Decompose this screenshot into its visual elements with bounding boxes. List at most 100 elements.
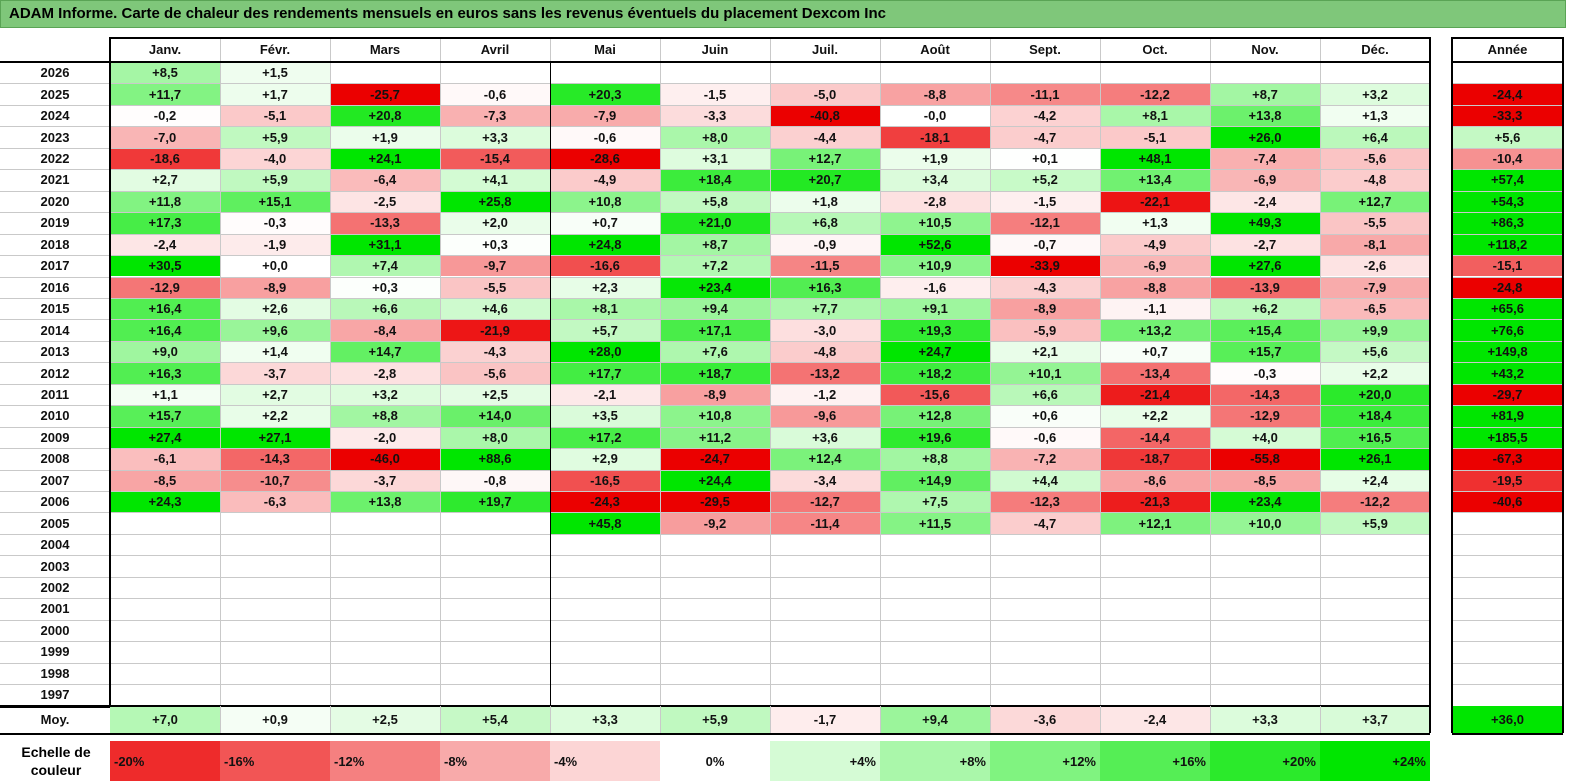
year-label: 2017 — [40, 258, 70, 274]
annual-cell — [1452, 62, 1563, 84]
heatmap-cell: +15,4 — [1210, 319, 1320, 341]
heatmap-cell: +0,0 — [220, 255, 330, 277]
heatmap-cell — [440, 598, 550, 620]
heatmap-cell — [220, 684, 330, 706]
heatmap-cell: -40,8 — [770, 104, 880, 127]
heatmap-cell: +26,1 — [1320, 448, 1430, 470]
heatmap-cell: +18,4 — [1320, 405, 1430, 427]
heatmap-cell — [110, 598, 220, 620]
heatmap-cell: +19,3 — [880, 319, 990, 341]
heatmap-cell: -18,6 — [110, 147, 220, 170]
heatmap-cell — [110, 512, 220, 534]
heatmap-cell — [660, 533, 770, 556]
heatmap-cell: +2,9 — [550, 448, 660, 470]
column-header: Mai — [550, 37, 660, 62]
heatmap-cell: -2,7 — [1210, 233, 1320, 256]
heatmap-cell — [1210, 662, 1320, 685]
heatmap-cell: -13,2 — [770, 362, 880, 384]
heatmap-cell: -7,4 — [1210, 147, 1320, 170]
heatmap-cell: -8,9 — [220, 276, 330, 298]
annual-cell: +76,6 — [1452, 319, 1563, 341]
heatmap-cell: +18,2 — [880, 362, 990, 384]
grid-line — [440, 37, 441, 706]
heatmap-cell: +5,9 — [220, 169, 330, 191]
heatmap-cell: -1,5 — [660, 83, 770, 105]
heatmap-cell — [550, 641, 660, 663]
heatmap-cell: +8,1 — [550, 297, 660, 320]
heatmap-cell: -3,0 — [770, 319, 880, 341]
average-cell: -1,7 — [770, 706, 880, 733]
annual-cell: +86,3 — [1452, 212, 1563, 234]
border-line — [109, 37, 111, 706]
heatmap-cell: +10,1 — [990, 362, 1100, 384]
heatmap-cell — [550, 619, 660, 642]
heatmap-cell: +2,4 — [1320, 469, 1430, 491]
year-label: 2001 — [40, 601, 70, 617]
annual-cell — [1452, 662, 1563, 685]
heatmap-cell — [550, 62, 660, 84]
heatmap-cell: +7,6 — [660, 340, 770, 363]
heatmap-cell: +3,2 — [330, 383, 440, 406]
heatmap-cell: +24,3 — [110, 491, 220, 513]
heatmap-cell: +7,4 — [330, 255, 440, 277]
heatmap-cell: +12,8 — [880, 405, 990, 427]
heatmap-cell — [770, 662, 880, 685]
grid-line — [0, 83, 1430, 84]
heatmap-cell: -0,2 — [110, 104, 220, 127]
heatmap-cell — [660, 619, 770, 642]
heatmap-cell: +16,4 — [110, 297, 220, 320]
heatmap-cell: -13,3 — [330, 212, 440, 234]
heatmap-cell: -5,5 — [1320, 212, 1430, 234]
heatmap-cell: -12,9 — [110, 276, 220, 298]
heatmap-cell: -14,3 — [220, 448, 330, 470]
grid-line — [330, 706, 331, 733]
grid-line — [0, 277, 1430, 278]
year-label: 1998 — [40, 665, 70, 681]
heatmap-cell: -0,6 — [440, 83, 550, 105]
year-label: 2000 — [40, 622, 70, 638]
heatmap-cell: -12,2 — [1320, 491, 1430, 513]
annual-cell: +54,3 — [1452, 190, 1563, 213]
heatmap-cell: +0,7 — [550, 212, 660, 234]
column-header: Juin — [660, 37, 770, 62]
annual-cell: -10,4 — [1452, 147, 1563, 170]
heatmap-cell — [990, 598, 1100, 620]
year-label: 2025 — [40, 86, 70, 102]
heatmap-cell — [1210, 555, 1320, 577]
heatmap-cell — [220, 512, 330, 534]
annual-cell — [1452, 555, 1563, 577]
heatmap-cell: -24,3 — [550, 491, 660, 513]
heatmap-cell — [1210, 533, 1320, 556]
grid-line — [1452, 384, 1563, 385]
grid-line — [0, 405, 1430, 406]
heatmap-cell — [550, 598, 660, 620]
heatmap-cell — [990, 619, 1100, 642]
heatmap-cell — [220, 533, 330, 556]
heatmap-cell — [1320, 533, 1430, 556]
heatmap-cell: -8,8 — [1100, 276, 1210, 298]
annual-cell: +5,6 — [1452, 126, 1563, 148]
heatmap-cell: +8,1 — [1100, 104, 1210, 127]
heatmap-cell — [330, 619, 440, 642]
heatmap-cell: +18,7 — [660, 362, 770, 384]
scale-swatch: +8% — [880, 741, 990, 781]
heatmap-cell: -4,9 — [1100, 233, 1210, 256]
heatmap-cell: +13,8 — [330, 491, 440, 513]
heatmap-cell: -7,3 — [440, 104, 550, 127]
annual-cell: +118,2 — [1452, 233, 1563, 256]
annual-cell: -24,4 — [1452, 83, 1563, 105]
annual-cell: -15,1 — [1452, 255, 1563, 277]
heatmap-cell: +45,8 — [550, 512, 660, 534]
grid-line — [0, 148, 1430, 149]
heatmap-cell: +20,7 — [770, 169, 880, 191]
annual-cell — [1452, 641, 1563, 663]
border-line — [1429, 37, 1431, 706]
heatmap-cell: +13,2 — [1100, 319, 1210, 341]
year-label: 2020 — [40, 193, 70, 209]
heatmap-cell: +20,8 — [330, 104, 440, 127]
heatmap-cell: -5,0 — [770, 83, 880, 105]
heatmap-cell: +12,7 — [770, 147, 880, 170]
border-line — [550, 62, 551, 706]
grid-line — [1452, 126, 1563, 127]
grid-line — [0, 427, 1430, 428]
